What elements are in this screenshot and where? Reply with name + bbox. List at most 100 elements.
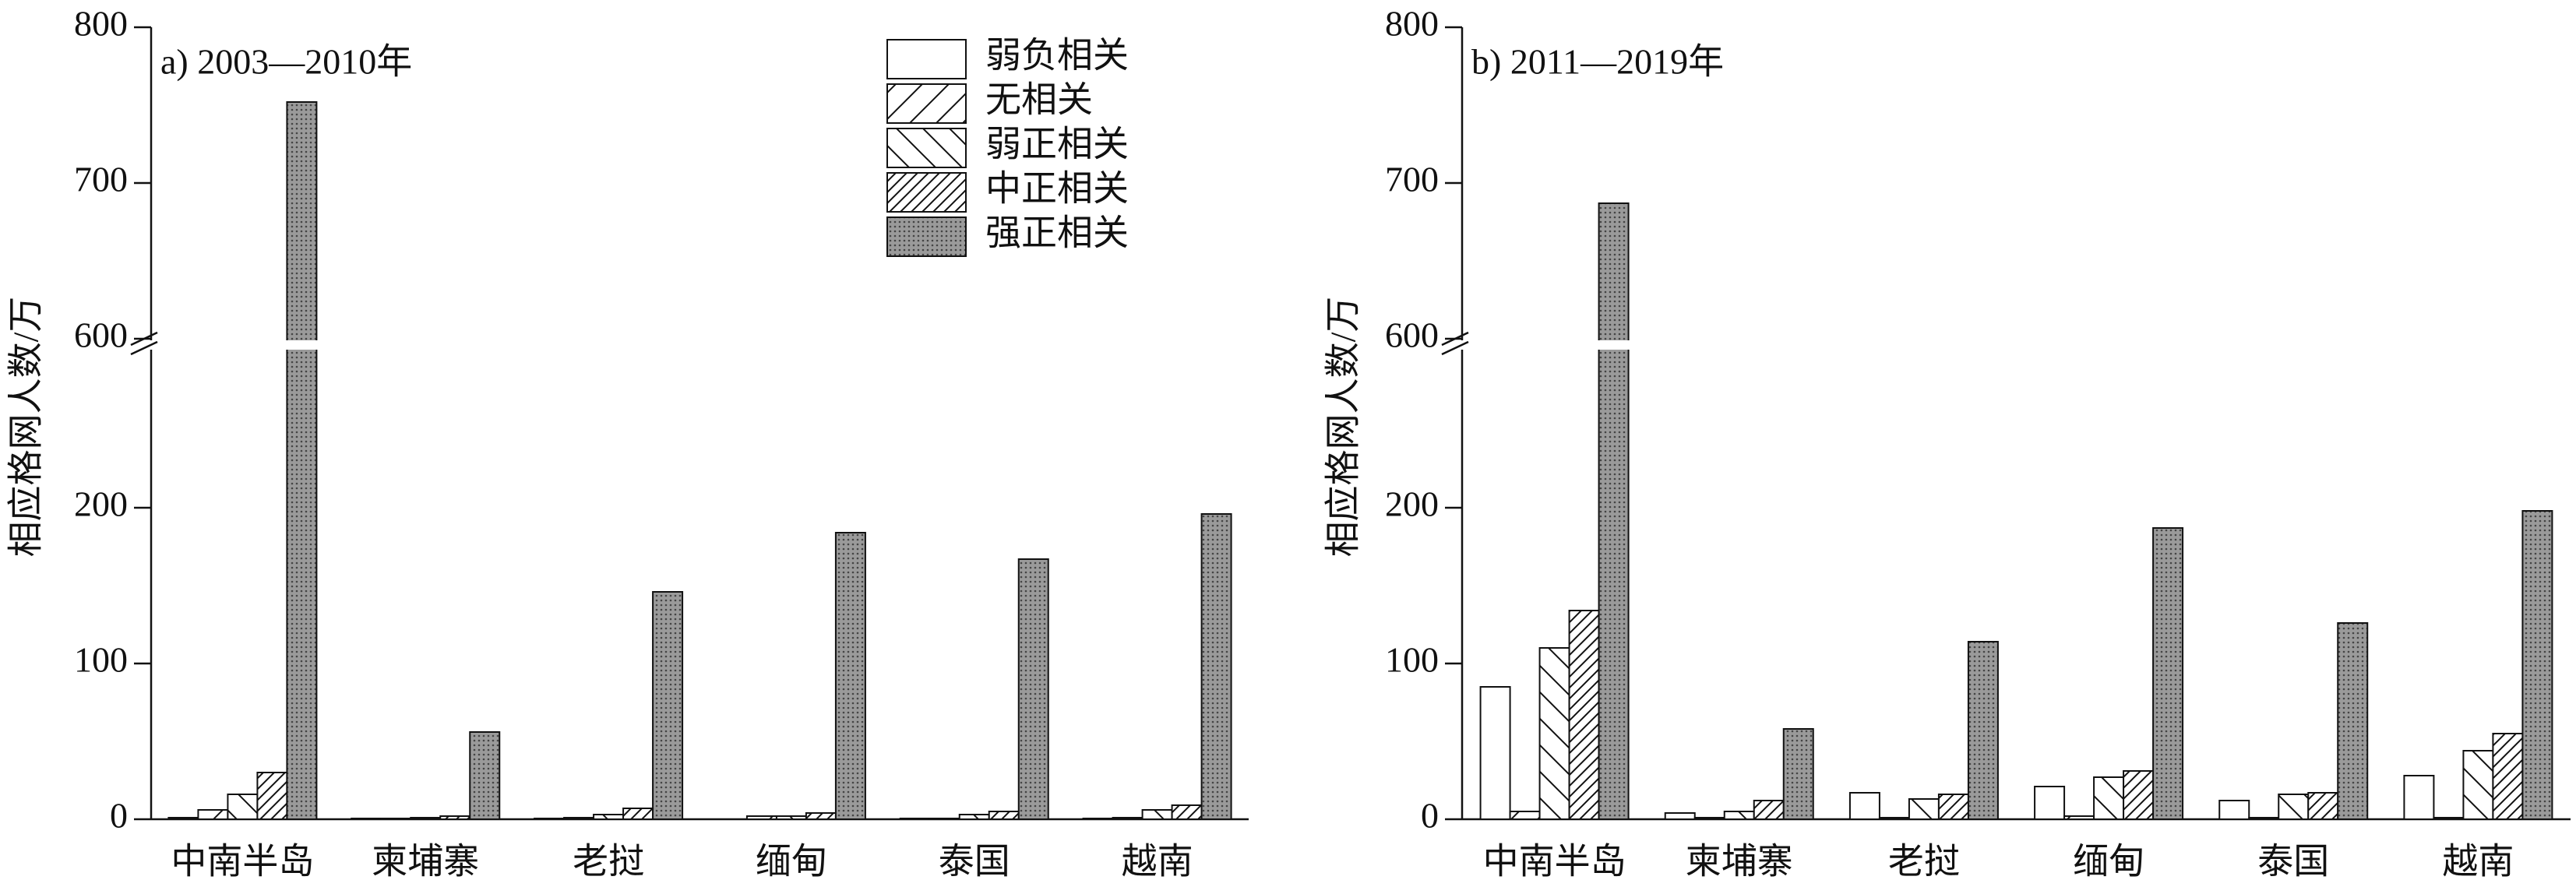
bar <box>197 809 229 820</box>
bar <box>1693 817 1725 820</box>
y-tick-label: 700 <box>74 160 128 199</box>
bar <box>2521 510 2553 820</box>
axis-break <box>130 331 158 347</box>
bar <box>1082 818 1114 820</box>
bar <box>2278 794 2310 820</box>
legend-swatch <box>886 39 967 79</box>
legend-swatch <box>886 128 967 168</box>
bar <box>988 811 1020 820</box>
x-tick-label: 缅甸 <box>2073 842 2144 882</box>
bar <box>1967 641 1999 820</box>
x-tick-label: 缅甸 <box>756 842 827 882</box>
bar <box>1723 811 1755 820</box>
bar <box>1112 817 1144 820</box>
bar <box>380 818 412 820</box>
bar <box>439 815 471 820</box>
x-tick-label: 柬埔寨 <box>1686 842 1793 882</box>
bar <box>1598 202 1630 820</box>
bar <box>622 808 654 820</box>
legend-label: 弱正相关 <box>985 125 1129 164</box>
bar <box>2433 817 2465 820</box>
axis-break <box>130 340 158 356</box>
bar <box>2063 815 2095 820</box>
bar <box>1141 809 1173 820</box>
axis-break <box>1441 331 1469 347</box>
y-tick-label: 600 <box>74 315 128 355</box>
bar <box>2123 770 2155 820</box>
legend-label: 弱负相关 <box>985 36 1129 76</box>
y-axis-label: 相应格网人数/万 <box>6 297 46 558</box>
x-tick-label: 柬埔寨 <box>372 842 479 882</box>
y-tick-label: 0 <box>1421 796 1439 836</box>
bar <box>775 815 807 820</box>
bar <box>256 772 288 820</box>
bar <box>745 815 777 820</box>
bar <box>469 731 501 820</box>
bar-break-gap <box>1597 340 1630 350</box>
y-tick-label: 100 <box>1385 640 1439 680</box>
x-tick-label: 中南半岛 <box>1483 842 1626 882</box>
bar <box>652 591 684 820</box>
bar <box>1848 792 1880 820</box>
x-tick-label: 老挝 <box>1888 842 1960 882</box>
legend-label: 强正相关 <box>985 213 1129 253</box>
bar <box>593 814 625 820</box>
bar-break-gap <box>285 340 319 350</box>
bar <box>351 818 382 820</box>
panel-title: b) 2011—2019年 <box>1471 42 1724 82</box>
bar <box>1753 800 1785 820</box>
bar <box>1479 686 1511 820</box>
panel-title: a) 2003—2010年 <box>160 42 412 82</box>
bar <box>2403 775 2435 820</box>
x-tick-label: 泰国 <box>2257 842 2329 882</box>
bar <box>167 817 199 820</box>
bar <box>2152 527 2184 820</box>
y-tick-label: 200 <box>74 484 128 524</box>
axis-break <box>1441 340 1469 356</box>
legend-label: 无相关 <box>985 80 1093 120</box>
legend-swatch <box>886 83 967 124</box>
bar <box>1782 728 1814 820</box>
bar <box>1200 513 1232 820</box>
legend-swatch <box>886 216 967 257</box>
bar <box>534 818 566 820</box>
bar <box>899 818 931 820</box>
bar <box>1937 794 1969 820</box>
bar <box>1878 817 1910 820</box>
bar <box>563 817 595 820</box>
bar <box>2462 750 2494 820</box>
y-axis-label: 相应格网人数/万 <box>1323 297 1363 558</box>
bar <box>958 814 990 820</box>
bar <box>227 794 259 820</box>
legend-label: 中正相关 <box>985 169 1129 209</box>
bar <box>1171 804 1203 820</box>
bar <box>2492 733 2524 820</box>
bar <box>1908 798 1940 820</box>
bar <box>410 817 442 820</box>
x-tick-label: 中南半岛 <box>171 842 314 882</box>
y-tick-label: 600 <box>1385 315 1439 355</box>
y-tick-label: 0 <box>110 796 128 836</box>
bar <box>1538 647 1570 820</box>
x-tick-label: 越南 <box>2442 842 2514 882</box>
bar <box>1017 558 1049 820</box>
y-tick-label: 200 <box>1385 484 1439 524</box>
bar <box>2093 776 2125 820</box>
y-tick-label: 100 <box>74 640 128 680</box>
bar <box>2337 622 2369 820</box>
y-tick-label: 800 <box>74 4 128 44</box>
bar <box>1664 812 1696 820</box>
bar <box>2034 786 2066 820</box>
bar <box>834 532 866 820</box>
bar <box>805 812 837 820</box>
y-tick-label: 800 <box>1385 4 1439 44</box>
x-tick-label: 越南 <box>1122 842 1193 882</box>
bar <box>2248 817 2280 820</box>
bar <box>2307 792 2339 820</box>
bar <box>1568 610 1600 820</box>
bar <box>2218 800 2250 820</box>
x-tick-label: 老挝 <box>573 842 644 882</box>
y-tick-label: 700 <box>1385 160 1439 199</box>
x-tick-label: 泰国 <box>939 842 1010 882</box>
